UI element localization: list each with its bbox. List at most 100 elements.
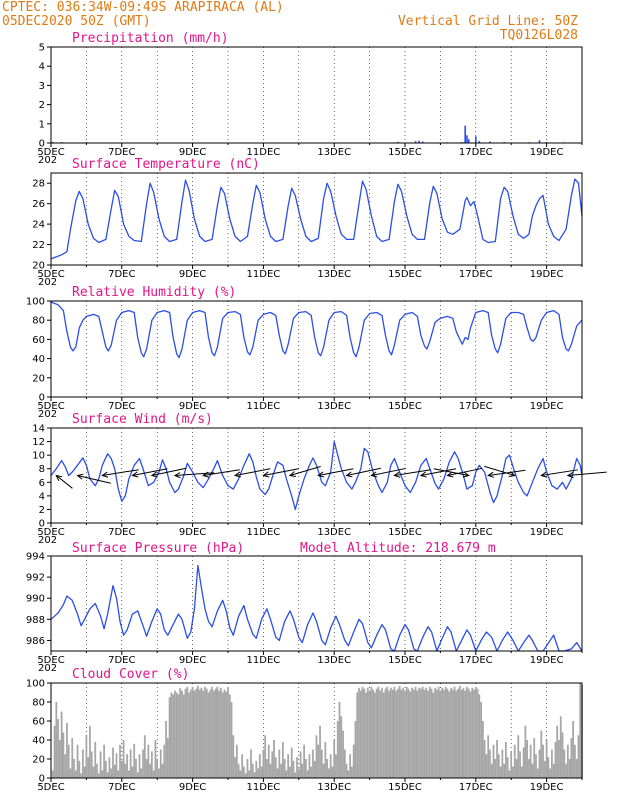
cloud-bar xyxy=(407,688,410,778)
rh-ytick-label: 60 xyxy=(32,335,45,346)
cloud-bar xyxy=(519,751,521,778)
cloud-bar xyxy=(414,686,417,778)
cloud-bar xyxy=(136,772,139,778)
cloud-bar xyxy=(476,688,479,778)
cloud-bar xyxy=(237,763,240,778)
cloud-bar xyxy=(202,690,205,778)
cloud-bar xyxy=(460,689,463,778)
cloud-bar xyxy=(244,773,247,778)
cloud-bar xyxy=(179,687,182,778)
cloud-bar xyxy=(505,741,507,778)
wind-arrow xyxy=(371,467,407,476)
cloud-bar xyxy=(418,687,421,778)
cloud-bar xyxy=(451,689,454,778)
rh-ytick-label: 40 xyxy=(32,354,45,365)
cloud-bar xyxy=(71,738,74,778)
cloud-bar xyxy=(96,763,98,778)
cloud-bar xyxy=(333,740,336,778)
precip-bar xyxy=(538,140,541,143)
cloud-ytick-label: 80 xyxy=(32,698,45,709)
wind-arrow xyxy=(132,468,168,476)
pressure-ytick-label: 992 xyxy=(26,573,45,584)
cloud-bar xyxy=(336,721,339,778)
temp-xtick-label: 5DEC xyxy=(37,269,64,280)
cloud-bar xyxy=(289,766,291,778)
pressure-xtick-label: 19DEC xyxy=(530,655,564,666)
pressure-panel: Surface Pressure (hPa) Model Altitude: 2… xyxy=(26,541,583,674)
cloud-bar xyxy=(338,702,341,778)
cloud-bar xyxy=(409,691,412,778)
cloud-bar xyxy=(124,763,127,778)
cloud-bar xyxy=(547,757,550,778)
precip-bar xyxy=(397,141,399,143)
cloud-ytick-label: 100 xyxy=(26,679,45,690)
cloud-bar xyxy=(119,744,121,778)
precip-ytick-label: 2 xyxy=(39,100,45,111)
pressure-ytick-label: 990 xyxy=(26,594,45,605)
rh-xtick-label: 17DEC xyxy=(459,401,493,412)
pressure-ytick-label: 988 xyxy=(26,615,45,626)
cloud-bar xyxy=(97,773,100,778)
wind-arrow xyxy=(263,468,299,476)
cloud-bar xyxy=(359,690,362,778)
cloud-bar xyxy=(69,768,72,778)
precipitation-panel: Precipitation (mm/h) 0 1 2 3 4 5 5DEC 7DEC 9DEC 1… xyxy=(37,31,583,166)
cloud-bar xyxy=(60,711,63,778)
precip-xtick-label: 7DEC xyxy=(108,147,135,158)
rh-xtick-label: 11DEC xyxy=(247,401,281,412)
cloud-bar xyxy=(480,702,482,778)
temp-xtick-label: 19DEC xyxy=(530,269,564,280)
wind-series-line xyxy=(50,440,583,511)
wind-xtick-label: 7DEC xyxy=(108,527,135,538)
cloud-bar xyxy=(101,770,104,778)
wind-ytick-label: 14 xyxy=(32,424,45,435)
cloud-bar xyxy=(489,749,491,778)
cloud-cover-title: Cloud Cover (%) xyxy=(72,667,189,682)
cloud-bar xyxy=(393,686,396,778)
temp-ytick-label: 20 xyxy=(32,261,45,272)
cloud-bar xyxy=(469,691,472,778)
cloud-bar xyxy=(490,763,493,778)
cloud-bar xyxy=(363,688,366,778)
pressure-ytick-label: 986 xyxy=(26,636,45,647)
wind-xtick-label: 15DEC xyxy=(388,527,422,538)
cloud-bar xyxy=(172,694,175,778)
pressure-xtick-label: 11DEC xyxy=(247,655,281,666)
cloud-bar xyxy=(412,689,415,778)
cloud-bar xyxy=(55,702,58,778)
wind-arrow-head xyxy=(288,471,296,477)
cloud-bar xyxy=(58,740,61,778)
cloud-bar xyxy=(411,687,413,778)
wind-xtick-label: 13DEC xyxy=(317,527,351,538)
cloud-bar xyxy=(381,687,383,778)
cloud-bar xyxy=(512,766,514,778)
precip-bar xyxy=(421,141,424,143)
header-init-time: 05DEC2020 50Z (GMT) xyxy=(2,14,151,29)
cloud-bar xyxy=(485,754,488,778)
cloud-bar xyxy=(543,760,546,778)
cloud-bar xyxy=(352,744,355,778)
cloud-bar xyxy=(143,735,146,778)
cloud-bar xyxy=(90,751,93,778)
cloud-bar xyxy=(92,766,95,778)
cloud-bar xyxy=(246,759,249,778)
cloud-bar xyxy=(474,686,477,778)
temp-xtick-label: 13DEC xyxy=(317,269,351,280)
cloud-bar xyxy=(149,763,152,778)
cloud-bar xyxy=(322,763,325,778)
wind-xtick-label: 17DEC xyxy=(459,527,493,538)
cloud-bar xyxy=(85,735,88,778)
cloud-bar xyxy=(558,740,560,778)
rh-series-line xyxy=(50,301,583,359)
precip-bar xyxy=(464,125,466,143)
wind-arrow-head xyxy=(55,474,63,482)
wind-arrow xyxy=(77,475,111,484)
cloud-bar xyxy=(181,690,183,778)
cloud-bar xyxy=(508,770,511,778)
pressure-xtick-label: 5DEC xyxy=(37,655,64,666)
wind-xtick-label: 19DEC xyxy=(530,527,564,538)
wind-ytick-label: 6 xyxy=(39,478,45,489)
temp-ytick-label: 26 xyxy=(32,199,45,210)
cloud-bar xyxy=(561,732,564,778)
cloud-bar xyxy=(87,757,90,778)
